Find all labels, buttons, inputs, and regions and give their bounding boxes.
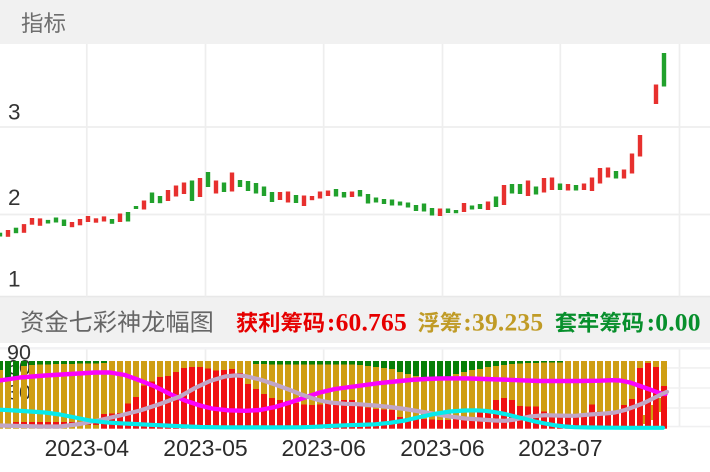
svg-text:2023-07: 2023-07: [518, 435, 602, 461]
svg-text::39.235: :39.235: [463, 308, 543, 337]
svg-text:2: 2: [8, 185, 21, 210]
svg-text:3: 3: [8, 100, 21, 125]
svg-text:2023-05: 2023-05: [163, 435, 247, 461]
svg-text:2023-04: 2023-04: [45, 435, 130, 461]
svg-text:2023-06: 2023-06: [281, 435, 365, 461]
svg-text:1: 1: [8, 267, 21, 292]
svg-text::0.00: :0.00: [647, 308, 701, 337]
svg-text:2023-06: 2023-06: [400, 435, 484, 461]
svg-text::60.765: :60.765: [327, 308, 407, 337]
svg-text:90: 90: [7, 341, 31, 365]
